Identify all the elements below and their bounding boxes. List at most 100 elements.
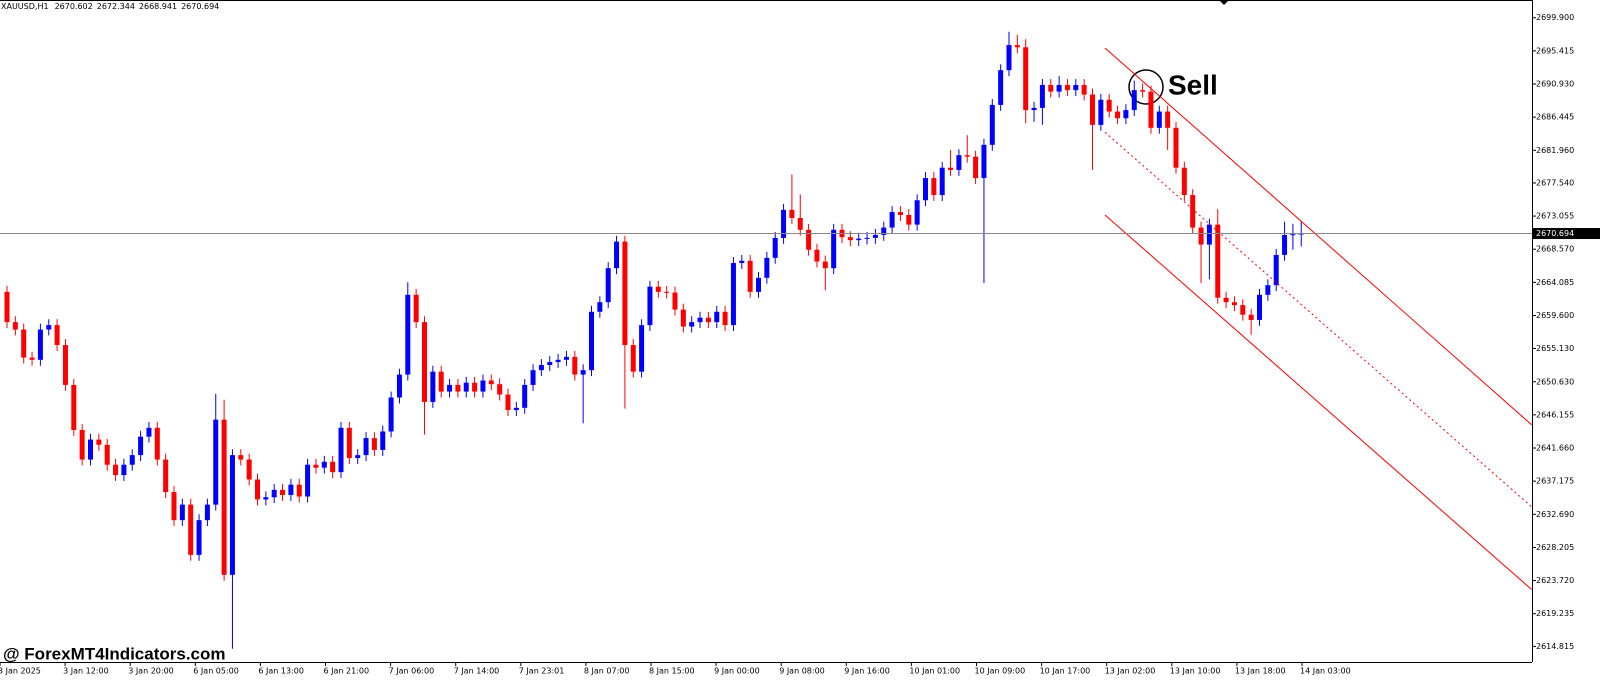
candle-body (346, 427, 352, 459)
header: XAUUSD,H1 2670.602 2672.344 2668.941 2670.69… (1, 2, 219, 11)
x-tick-label: 8 Jan 07:00 (584, 667, 630, 676)
candle-body (847, 237, 853, 241)
y-tick-label: 2619.235 (1536, 609, 1574, 618)
x-tick-label: 7 Jan 23:01 (519, 667, 565, 676)
candle-body (21, 329, 27, 358)
x-tick-label: 8 Jan 15:00 (649, 667, 695, 676)
candle-body (1006, 45, 1012, 71)
candle-body (547, 362, 553, 365)
ohlc-open: 2670.602 (55, 2, 93, 11)
candle-body (305, 464, 311, 497)
candle-body (814, 249, 820, 262)
x-tick-label: 7 Jan 14:00 (454, 667, 500, 676)
candle-body (79, 430, 85, 460)
candle-body (1081, 84, 1087, 95)
candle-body (881, 227, 887, 235)
candle-body (589, 311, 594, 371)
y-tick-label: 2637.175 (1536, 477, 1574, 486)
candle-body (522, 384, 528, 408)
channel-upper (1104, 47, 1533, 426)
candle-body (488, 380, 494, 385)
candle-body (1123, 110, 1129, 119)
candle-body (171, 492, 177, 521)
candle-body (179, 504, 185, 521)
candle-body (480, 380, 486, 392)
candle-body (1115, 111, 1121, 119)
candle-body (422, 322, 427, 402)
y-tick-label: 2628.205 (1536, 543, 1574, 552)
x-tick-label: 3 Jan 12:00 (63, 667, 109, 676)
x-tick-label: 10 Jan 09:00 (975, 667, 1026, 676)
candle-body (62, 345, 68, 385)
candle-body (388, 397, 394, 432)
ohlc-high: 2672.344 (97, 2, 135, 11)
candle-body (1023, 47, 1029, 111)
price-label-box (1533, 228, 1600, 240)
x-tick-label: 9 Jan 00:00 (714, 667, 760, 676)
x-tick-label: 9 Jan 08:00 (779, 667, 825, 676)
candle-body (1273, 254, 1279, 286)
candle-body (1148, 91, 1154, 128)
candle-body (722, 311, 728, 326)
candle-body (271, 489, 277, 498)
candle-body (597, 302, 603, 312)
candle-body (380, 431, 386, 450)
x-tick-label: 6 Jan 05:00 (193, 667, 239, 676)
candle-body (1215, 224, 1221, 298)
candle-body (630, 345, 636, 372)
candle-body (371, 438, 377, 450)
candle-body (1173, 127, 1179, 168)
candle-body (29, 357, 35, 360)
sell-circle (1128, 69, 1164, 105)
candle-body (463, 382, 469, 392)
y-tick-label: 2668.570 (1536, 245, 1574, 254)
candle-body (831, 229, 837, 269)
x-tick-label: 7 Jan 06:00 (389, 667, 435, 676)
candle-body (46, 325, 52, 330)
y-tick-label: 2614.815 (1536, 642, 1574, 651)
candle-body (204, 504, 210, 521)
candle-body (1248, 314, 1254, 320)
candle-body (505, 394, 511, 411)
candle-body (213, 419, 219, 505)
candle-body (739, 260, 745, 264)
candle-body (1265, 285, 1271, 295)
candle-body (37, 329, 43, 360)
candle-body (405, 294, 411, 375)
candle-body (54, 325, 60, 346)
y-tick-label: 2681.960 (1536, 146, 1574, 155)
candle-body (1090, 94, 1095, 125)
candle-body (664, 291, 670, 293)
candle-body (1048, 84, 1054, 92)
candle-body (104, 444, 110, 465)
candle-body (647, 286, 653, 326)
candle-body (255, 479, 260, 500)
candle-body (296, 484, 302, 497)
candle-body (1156, 111, 1162, 128)
candle-body (263, 497, 269, 500)
candle-body (188, 504, 194, 555)
candle-body (1290, 234, 1296, 236)
candle-body (680, 309, 686, 327)
candle-body (989, 104, 995, 145)
candle-body (121, 464, 127, 476)
candle-body (772, 237, 778, 258)
candle-body (897, 212, 903, 216)
ohlc-close: 2670.694 (181, 2, 219, 11)
candle-body (789, 209, 795, 218)
candle-body (998, 70, 1004, 105)
candle-body (1098, 99, 1104, 125)
candle-body (1064, 84, 1070, 91)
candle-body (580, 370, 586, 375)
candle-body (705, 317, 711, 323)
candle-body (756, 277, 761, 292)
candle-body (689, 322, 695, 327)
candle-body (1165, 111, 1171, 128)
candle-body (981, 144, 987, 179)
candle-body (330, 461, 336, 473)
candle-body (655, 286, 661, 292)
y-tick-label: 2650.630 (1536, 377, 1574, 386)
x-tick-label: 3 Jan 2025 (0, 667, 41, 676)
candle-body (447, 384, 453, 392)
